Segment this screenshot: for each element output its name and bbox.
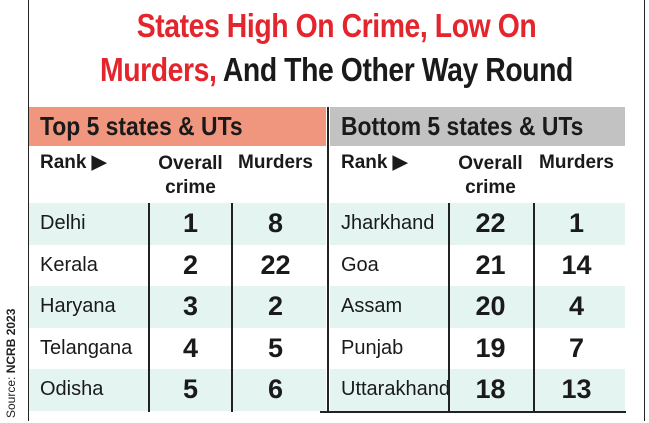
header-murders: Murders [539, 152, 614, 173]
column-line [231, 203, 233, 412]
bottom-states-header: Bottom 5 states & UTs [330, 107, 625, 146]
bottom-rule [320, 411, 626, 413]
overall-crime-rank: 21 [475, 249, 506, 280]
column-line [533, 203, 535, 412]
bottom-states-table: Bottom 5 states & UTs Rank ▶ Overall crim… [330, 107, 625, 411]
overall-crime-rank: 1 [182, 208, 199, 239]
infographic-frame [28, 0, 645, 421]
overall-crime-rank: 5 [182, 374, 199, 405]
state-name: Kerala [40, 253, 98, 276]
column-line [448, 203, 450, 412]
overall-crime-rank: 19 [475, 332, 506, 363]
overall-crime-rank: 4 [182, 332, 199, 363]
headline-line2-red: Murders, [100, 51, 217, 88]
column-headers: Rank ▶ Overall crime Murders [330, 146, 625, 203]
table-row: Delhi 1 8 [29, 203, 326, 245]
state-name: Uttarakhand [341, 378, 450, 401]
overall-crime-rank: 3 [182, 291, 199, 322]
source-note: Source: NCRB 2023 [4, 309, 18, 418]
column-line [148, 203, 150, 412]
overall-crime-rank: 22 [475, 208, 506, 239]
table-row: Goa 21 14 [330, 245, 625, 287]
headline: States High On Crime, Low On Murders, An… [71, 4, 602, 92]
header-murders: Murders [238, 152, 313, 173]
state-name: Odisha [40, 378, 104, 401]
murders-rank: 7 [568, 332, 585, 363]
state-name: Jharkhand [341, 212, 435, 235]
headline-line1: States High On Crime, Low On [136, 7, 537, 44]
murders-rank: 5 [267, 332, 284, 363]
headline-line2-black: And The Other Way Round [216, 51, 574, 88]
overall-crime-rank: 2 [182, 249, 199, 280]
top-states-header: Top 5 states & UTs [29, 107, 326, 146]
murders-rank: 1 [568, 208, 585, 239]
table-row: Odisha 5 6 [29, 369, 326, 411]
state-name: Delhi [40, 212, 86, 235]
bottom-states-label: Bottom 5 states & UTs [341, 111, 584, 141]
header-overall: Overall crime [158, 153, 223, 198]
header-rank: Rank ▶ [341, 152, 408, 173]
source-label: Source: [4, 376, 18, 418]
table-row: Telangana 4 5 [29, 328, 326, 370]
header-rank: Rank ▶ [40, 152, 107, 173]
overall-crime-rank: 20 [475, 291, 506, 322]
murders-rank: 4 [568, 291, 585, 322]
table-row: Kerala 2 22 [29, 245, 326, 287]
murders-rank: 14 [561, 249, 592, 280]
murders-rank: 2 [267, 291, 284, 322]
panel-divider [327, 107, 329, 412]
state-name: Telangana [40, 336, 133, 359]
table-row: Uttarakhand 18 13 [330, 369, 625, 411]
top-states-table: Top 5 states & UTs Rank ▶ Overall crime Mu… [29, 107, 326, 411]
murders-rank: 22 [260, 249, 291, 280]
murders-rank: 13 [561, 374, 592, 405]
table-row: Haryana 3 2 [29, 286, 326, 328]
state-name: Goa [341, 253, 379, 276]
state-name: Punjab [341, 336, 404, 359]
murders-rank: 8 [267, 208, 284, 239]
table-row: Punjab 19 7 [330, 328, 625, 370]
overall-crime-rank: 18 [475, 374, 506, 405]
top-states-label: Top 5 states & UTs [40, 111, 243, 141]
column-headers: Rank ▶ Overall crime Murders [29, 146, 326, 203]
state-name: Assam [341, 295, 403, 318]
source-value: NCRB 2023 [4, 308, 18, 374]
state-name: Haryana [40, 295, 116, 318]
table-row: Jharkhand 22 1 [330, 203, 625, 245]
table-row: Assam 20 4 [330, 286, 625, 328]
header-overall: Overall crime [458, 153, 523, 198]
murders-rank: 6 [267, 374, 284, 405]
